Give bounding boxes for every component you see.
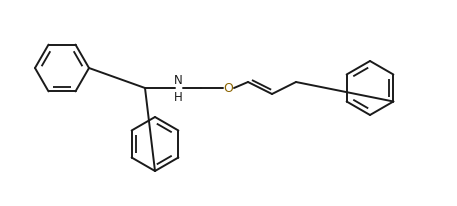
Text: H: H <box>174 91 182 103</box>
Text: N: N <box>174 74 182 87</box>
Text: O: O <box>223 82 233 95</box>
